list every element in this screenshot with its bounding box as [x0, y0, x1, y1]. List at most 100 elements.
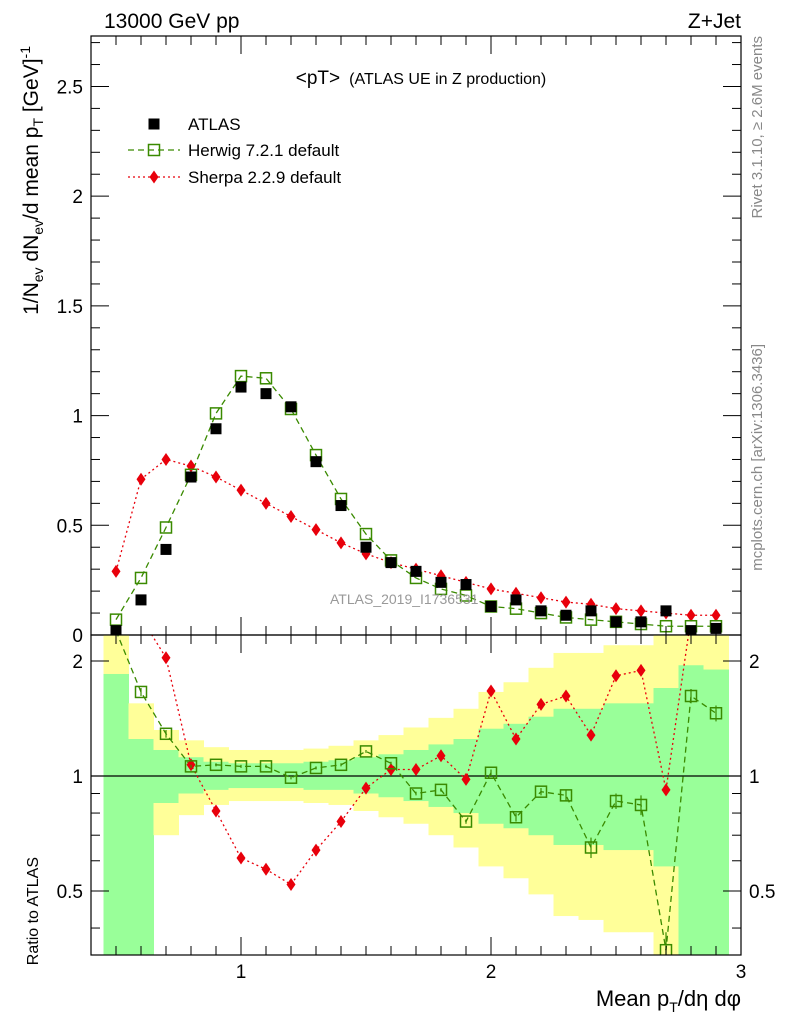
herwig-ratio-point: [184, 760, 198, 773]
sherpa-point: [336, 536, 346, 550]
y-tick-label: 2: [72, 187, 83, 208]
atlas-point: [285, 401, 297, 413]
atlas-point: [585, 605, 597, 617]
x-tick-label: 2: [486, 962, 497, 983]
sherpa-point: [136, 472, 146, 486]
sherpa-ratio-point: [336, 815, 346, 829]
atlas-point: [560, 609, 572, 621]
atlas-point: [535, 605, 547, 617]
herwig-ratio-point: [559, 789, 573, 802]
herwig-ratio-point: [659, 943, 673, 955]
sherpa-point: [236, 483, 246, 497]
sherpa-point: [311, 523, 321, 537]
sherpa-point: [211, 470, 221, 484]
sherpa-point: [636, 604, 646, 618]
herwig-point: [259, 372, 273, 385]
herwig-ratio-point: [384, 757, 398, 770]
sherpa-point: [161, 452, 171, 466]
header-left: 13000 GeV pp: [104, 10, 239, 33]
sherpa-point: [686, 608, 696, 622]
herwig-ratio-point: [534, 785, 548, 798]
plot-title-sub: (ATLAS UE in Z production): [349, 71, 546, 88]
herwig-ratio-point: [584, 841, 598, 854]
sherpa-ratio-point: [661, 783, 671, 797]
y-tick-label: 2.5: [57, 77, 83, 98]
herwig-ratio-point: [159, 727, 173, 741]
sherpa-ratio-point: [461, 772, 471, 786]
sherpa-point: [186, 459, 196, 473]
band-inner: [103, 673, 129, 955]
herwig-point: [134, 571, 148, 585]
atlas-point: [510, 594, 522, 606]
legend-herwig-marker: [147, 143, 161, 157]
atlas-point: [310, 456, 322, 468]
sherpa-ratio-point: [161, 651, 171, 665]
herwig-ratio-point: [634, 798, 648, 812]
sherpa-ratio-point: [436, 749, 446, 763]
sherpa-ratio-point: [211, 804, 221, 818]
ratio-y-axis-title: Ratio to ATLAS: [25, 857, 42, 965]
sherpa-ratio-point: [511, 732, 521, 746]
sherpa-ratio-point: [286, 878, 296, 892]
atlas-point: [460, 579, 472, 591]
herwig-ratio-point: [684, 689, 698, 703]
herwig-ratio-point: [309, 761, 323, 775]
atlas-point: [235, 381, 247, 393]
legend: ATLAS Herwig 7.2.1 default Sherpa 2.2.9 de…: [128, 115, 341, 187]
band-inner: [653, 688, 679, 867]
herwig-ratio-point: [284, 771, 298, 784]
plot-title-main: <pT>: [296, 68, 340, 89]
atlas-point: [660, 605, 672, 617]
herwig-point: [159, 521, 173, 534]
legend-entry: Sherpa 2.2.9 default: [188, 168, 341, 187]
herwig-ratio-point: [709, 707, 723, 720]
sherpa-ratio-point: [261, 862, 271, 876]
atlas-point: [385, 557, 397, 569]
band-inner: [553, 708, 579, 845]
herwig-point: [359, 527, 373, 541]
x-tick-label: 3: [736, 962, 747, 983]
y-axis-title: 1/Nev dNev/d mean pT [GeV]-1: [17, 46, 46, 315]
atlas-point: [135, 594, 147, 606]
legend-entry: Herwig 7.2.1 default: [188, 141, 339, 160]
atlas-point: [485, 600, 497, 612]
herwig-ratio-point: [434, 783, 448, 797]
ratio-panel: 1 2 3 0.5 0.5 1 1 2 2 Ratio to ATLAS Mean pT/dη …: [25, 634, 775, 1015]
ratio-y-tick-label-right: 2: [749, 652, 760, 673]
ratio-y-tick-label-right: 1: [749, 767, 760, 788]
y-tick-label: 1.5: [57, 297, 83, 318]
sherpa-ratio-point: [561, 689, 571, 703]
sherpa-point: [561, 595, 571, 609]
herwig-line: [115, 375, 716, 627]
sherpa-point: [486, 582, 496, 596]
band-inner: [603, 703, 629, 851]
y-tick-label: 0.5: [57, 516, 83, 537]
atlas-point: [360, 541, 372, 553]
herwig-ratio-point: [134, 685, 148, 699]
band-inner: [128, 739, 154, 955]
herwig-point: [209, 407, 223, 420]
sherpa-ratio-point: [636, 663, 646, 677]
ratio-y-tick-label-right: 0.5: [749, 882, 775, 903]
atlas-point: [610, 616, 622, 628]
atlas-point: [160, 543, 172, 555]
legend-entry: ATLAS: [188, 115, 241, 134]
sherpa-ratio-point: [411, 763, 421, 777]
sherpa-ratio-point: [311, 843, 321, 857]
herwig-ratio-point: [359, 745, 373, 758]
atlas-point: [210, 423, 222, 435]
atlas-point: [185, 471, 197, 483]
y-tick-label: 1: [72, 407, 83, 428]
herwig-ratio-point: [609, 794, 623, 808]
herwig-ratio-point: [334, 758, 348, 772]
watermark: ATLAS_2019_I1736531: [330, 591, 479, 607]
x-tick-label: 1: [236, 962, 247, 983]
sherpa-point: [111, 564, 121, 578]
atlas-point: [335, 500, 347, 512]
herwig-ratio-point: [509, 811, 523, 824]
band-inner: [628, 703, 654, 851]
sherpa-ratio-point: [536, 697, 546, 711]
atlas-point: [148, 118, 160, 130]
atlas-point: [260, 388, 272, 400]
